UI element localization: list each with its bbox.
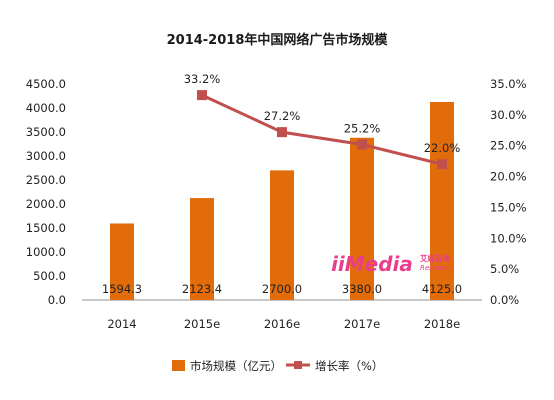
left-tick-label: 0.0	[48, 293, 66, 307]
watermark-text: iiMedia	[331, 252, 413, 276]
chart-title: 2014-2018年中国网络广告市场规模	[167, 32, 389, 48]
right-tick-label: 25.0%	[490, 139, 527, 153]
right-tick-label: 15.0%	[490, 200, 527, 214]
left-axis: 0.0 500.0 1000.0 1500.0 2000.0 2500.0 3000.0 35…	[26, 77, 66, 307]
watermark-subtext-en: Research	[420, 264, 453, 272]
line-data-label: 25.2%	[344, 121, 381, 135]
legend-line-marker	[294, 361, 302, 369]
line-series	[197, 90, 447, 170]
x-tick-label: 2018e	[424, 317, 460, 331]
watermark-subtext-cn: 艾媒咨询	[420, 253, 450, 263]
left-tick-label: 4500.0	[26, 77, 66, 91]
left-tick-label: 3000.0	[26, 149, 66, 163]
line-data-label: 22.0%	[424, 141, 461, 155]
bar	[190, 198, 214, 300]
line-data-labels: 33.2% 27.2% 25.2% 22.0%	[184, 72, 461, 155]
line-data-label: 33.2%	[184, 72, 221, 86]
growth-line	[201, 93, 443, 166]
left-tick-label: 1000.0	[26, 245, 66, 259]
right-tick-label: 5.0%	[490, 262, 519, 276]
left-tick-label: 3500.0	[26, 125, 66, 139]
bar-data-labels: 1594.3 2123.4 2700.0 3380.0 4125.0	[102, 282, 462, 296]
left-tick-label: 500.0	[33, 269, 66, 283]
bar	[270, 170, 294, 300]
bar-data-label: 2123.4	[182, 282, 222, 296]
line-marker	[437, 159, 447, 170]
bar	[430, 102, 454, 300]
line-marker	[197, 90, 207, 101]
x-tick-label: 2016e	[264, 317, 300, 331]
bar-data-label: 2700.0	[262, 282, 302, 296]
legend-bar-label: 市场规模（亿元）	[190, 359, 282, 373]
right-tick-label: 10.0%	[490, 231, 527, 245]
right-tick-label: 0.0%	[490, 293, 519, 307]
right-tick-label: 35.0%	[490, 77, 527, 91]
left-tick-label: 1500.0	[26, 221, 66, 235]
bar-data-label: 1594.3	[102, 282, 142, 296]
left-tick-label: 2000.0	[26, 197, 66, 211]
right-tick-label: 30.0%	[490, 108, 527, 122]
x-tick-label: 2014	[107, 317, 136, 331]
left-tick-label: 4000.0	[26, 101, 66, 115]
x-axis: 2014 2015e 2016e 2017e 2018e	[107, 317, 460, 331]
line-marker	[277, 127, 287, 138]
bar-data-label: 4125.0	[422, 282, 462, 296]
bar-series	[110, 102, 454, 300]
legend: 市场规模（亿元） 增长率（%）	[172, 359, 383, 373]
watermark-logo: iiMedia 艾媒咨询 Research	[331, 252, 453, 276]
bar	[110, 223, 134, 300]
bar-data-label: 3380.0	[342, 282, 382, 296]
line-data-label: 27.2%	[264, 109, 301, 123]
x-tick-label: 2015e	[184, 317, 220, 331]
left-tick-label: 2500.0	[26, 173, 66, 187]
bar	[350, 137, 374, 300]
line-marker	[357, 139, 367, 150]
legend-bar-swatch	[172, 360, 185, 371]
right-tick-label: 20.0%	[490, 170, 527, 184]
legend-line-label: 增长率（%）	[315, 359, 383, 373]
right-axis: 0.0% 5.0% 10.0% 15.0% 20.0% 25.0% 30.0% 35.0%	[490, 77, 527, 307]
x-tick-label: 2017e	[344, 317, 380, 331]
